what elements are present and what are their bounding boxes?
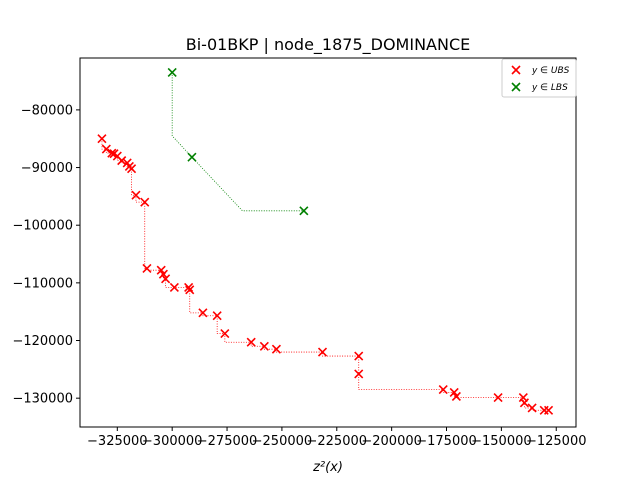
series-0-point	[519, 398, 529, 408]
series-0-point	[544, 405, 554, 415]
x-tick-label: −200000	[361, 434, 422, 449]
legend-label: y ∈ LBS	[531, 83, 568, 93]
series-0-point	[184, 282, 194, 293]
series-1-point	[167, 67, 177, 77]
series-0-point	[317, 347, 328, 357]
series-0-point	[246, 337, 256, 347]
series-0-point	[161, 274, 171, 284]
series-0-point	[169, 282, 179, 293]
series-0-point	[438, 384, 448, 395]
x-axis-label: z²(x)	[312, 460, 343, 475]
series-0-point	[97, 134, 107, 144]
series-0-point	[212, 311, 222, 321]
legend-marker	[511, 82, 521, 92]
series-0-point	[117, 156, 127, 166]
legend-label: y ∈ UBS	[531, 66, 570, 76]
y-tick-label: −120000	[12, 334, 73, 349]
plot-area	[97, 67, 554, 415]
x-tick-label: −300000	[142, 434, 203, 449]
x-tick-label: −275000	[197, 434, 258, 449]
series-0-point	[127, 164, 137, 174]
series-1-point	[299, 206, 309, 216]
x-tick-label: −325000	[87, 434, 148, 449]
series-0-point	[259, 341, 269, 351]
x-tick-label: −225000	[307, 434, 368, 449]
series-0-point	[198, 308, 208, 318]
y-tick-label: −80000	[21, 103, 73, 118]
x-tick-label: −125000	[526, 434, 587, 449]
y-tick-label: −130000	[12, 392, 73, 407]
series-0-point	[354, 369, 364, 379]
series-0-point	[527, 403, 537, 413]
series-0-point	[220, 329, 230, 339]
chart-title: Bi-01BKP | node_1875_DOMINANCE	[186, 35, 470, 55]
y-tick-label: −90000	[21, 161, 73, 176]
y-tick-label: −110000	[12, 276, 73, 291]
y-axis: −80000 −90000 −100000 −110000 −120000 −130000	[12, 103, 80, 407]
series-0-point	[451, 391, 461, 402]
x-tick-label: −175000	[416, 434, 477, 449]
series-0-point	[142, 263, 152, 274]
x-tick-label: −150000	[471, 434, 532, 449]
legend-frame	[501, 58, 577, 98]
series-0-point	[354, 351, 364, 361]
legend-marker	[511, 65, 521, 75]
series-0-point	[107, 148, 117, 158]
series-0-point	[158, 269, 168, 279]
series-0-point	[101, 144, 111, 154]
x-axis: −325000−300000−275000−250000−225000−2000…	[87, 427, 587, 449]
series-0-point	[493, 393, 503, 403]
y-tick-label: −100000	[12, 219, 73, 234]
series-0-point	[140, 197, 150, 207]
legend: y ∈ UBS y ∈ LBS	[501, 58, 577, 98]
series-0-point	[185, 285, 195, 295]
series-markers	[97, 67, 554, 415]
series-0-point	[271, 344, 281, 354]
series-0-point	[131, 190, 141, 200]
x-tick-label: −250000	[252, 434, 313, 449]
axes-frame	[79, 57, 577, 428]
series-1-point	[187, 152, 197, 162]
